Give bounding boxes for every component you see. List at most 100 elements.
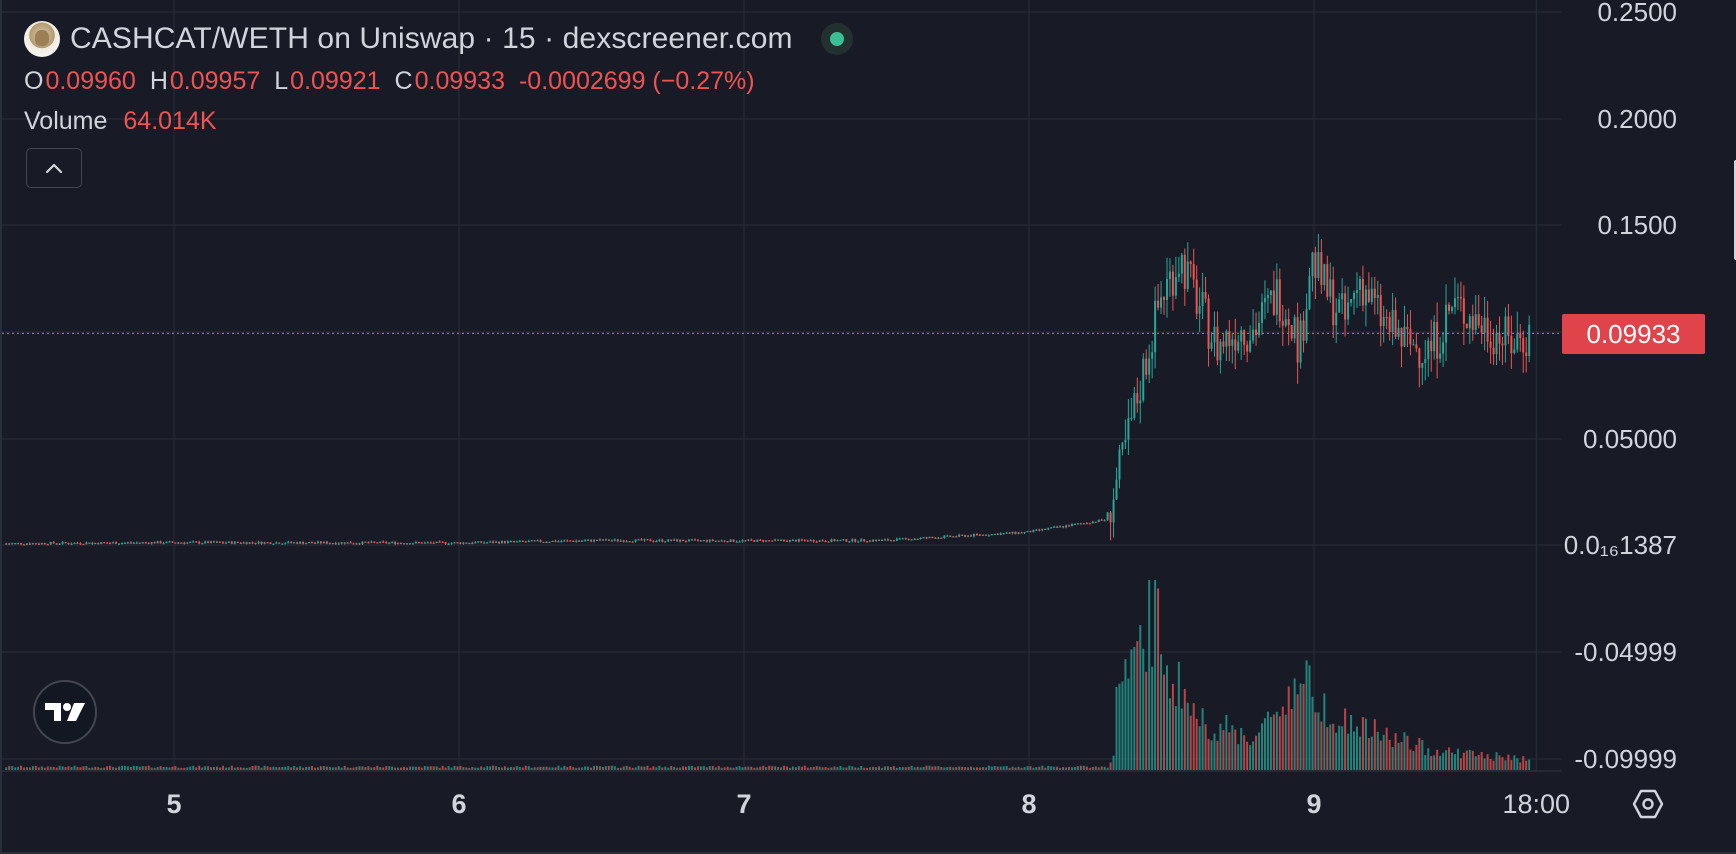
- candle-body: [1180, 254, 1183, 274]
- candle-body: [836, 540, 839, 542]
- candle-body: [1350, 299, 1353, 303]
- volume-bar: [459, 765, 462, 770]
- candle-body: [610, 540, 613, 542]
- candle-body: [245, 542, 248, 544]
- volume-bar: [744, 766, 747, 770]
- volume-bar: [1424, 754, 1427, 770]
- candle-body: [1385, 316, 1388, 319]
- x-tick-label: 7: [736, 789, 751, 819]
- candle-body: [907, 538, 910, 541]
- volume-bar: [465, 767, 468, 770]
- candle-body: [1189, 261, 1192, 265]
- candle-body: [1091, 521, 1094, 524]
- candle-body: [322, 541, 325, 544]
- candle-body: [316, 541, 319, 543]
- volume-bar: [1287, 686, 1290, 770]
- candle-body: [1195, 279, 1198, 314]
- candle-body: [444, 542, 447, 544]
- candle-body: [747, 539, 750, 541]
- candle-body: [1353, 292, 1356, 300]
- candle-body: [25, 543, 28, 545]
- volume-bar: [616, 767, 619, 770]
- tradingview-logo-icon[interactable]: [33, 680, 97, 744]
- candle-body: [435, 541, 438, 544]
- candle-body: [1222, 341, 1225, 347]
- volume-bar: [735, 766, 738, 770]
- candle-body: [1430, 340, 1433, 352]
- collapse-legend-button[interactable]: [26, 148, 82, 188]
- volume-bar: [1118, 683, 1121, 770]
- candle-body: [702, 540, 705, 542]
- volume-bar: [165, 766, 168, 770]
- candle-body: [785, 540, 788, 542]
- volume-bar: [1361, 717, 1364, 770]
- candle-body: [1403, 326, 1406, 347]
- candle-body: [278, 542, 281, 544]
- candle-body: [794, 539, 797, 542]
- volume-bar: [1020, 767, 1023, 770]
- candle-body: [112, 542, 115, 544]
- candle-body: [450, 542, 453, 545]
- candle-body: [1492, 347, 1495, 355]
- x-tick-label: 18:00: [1503, 789, 1571, 819]
- candle-body: [310, 542, 313, 544]
- candle-body: [1341, 293, 1344, 300]
- volume-bar: [907, 766, 910, 770]
- volume-bar: [1133, 647, 1136, 770]
- volume-bar: [1281, 706, 1284, 770]
- volume-bar: [299, 766, 302, 770]
- volume-bar: [824, 767, 827, 770]
- candle-body: [1228, 331, 1231, 346]
- volume-bar: [126, 766, 129, 770]
- volume-bar: [426, 766, 429, 770]
- volume-bar: [756, 767, 759, 770]
- candle-body: [946, 535, 949, 537]
- volume-bar: [1252, 741, 1255, 770]
- candle-body: [1127, 418, 1130, 440]
- volume-bar: [1412, 750, 1415, 770]
- volume-bar: [1400, 741, 1403, 770]
- candle-body: [1456, 296, 1459, 299]
- volume-bar: [1056, 766, 1059, 770]
- volume-bar: [889, 766, 892, 770]
- candle-body: [952, 536, 955, 538]
- volume-bar: [334, 767, 337, 770]
- volume-bar: [1495, 752, 1498, 770]
- candle-body: [1263, 297, 1266, 303]
- candle-body: [978, 534, 981, 536]
- candle-body: [52, 542, 55, 544]
- volume-bar: [777, 766, 780, 770]
- volume-bar: [869, 767, 872, 770]
- volume-bar: [269, 767, 272, 770]
- volume-bar: [1186, 702, 1189, 770]
- candle-body: [1335, 312, 1338, 326]
- candle-body: [376, 542, 379, 544]
- candle-body: [993, 533, 996, 536]
- candle-body: [302, 541, 305, 544]
- volume-bar: [613, 766, 616, 770]
- volume-bar: [1017, 766, 1020, 770]
- candle-body: [682, 539, 685, 542]
- volume-bar: [548, 767, 551, 770]
- candle-body: [996, 533, 999, 536]
- volume-bar: [215, 766, 218, 770]
- candle-body: [1379, 294, 1382, 327]
- volume-bar: [928, 765, 931, 770]
- candle-body: [5, 543, 8, 545]
- candle-body: [8, 543, 11, 545]
- candle-body: [812, 540, 815, 542]
- candle-body: [284, 543, 287, 545]
- volume-bar: [640, 766, 643, 770]
- volume-bar: [25, 767, 28, 770]
- volume-bar: [1210, 740, 1213, 770]
- volume-bar: [993, 766, 996, 770]
- candle-body: [762, 540, 765, 542]
- volume-bar: [272, 766, 275, 770]
- volume-bar: [1044, 767, 1047, 770]
- volume-bar: [403, 766, 406, 770]
- volume-bar: [720, 767, 723, 770]
- volume-bar: [242, 767, 245, 770]
- candle-body: [468, 542, 471, 545]
- chart-settings-button[interactable]: [1628, 784, 1668, 824]
